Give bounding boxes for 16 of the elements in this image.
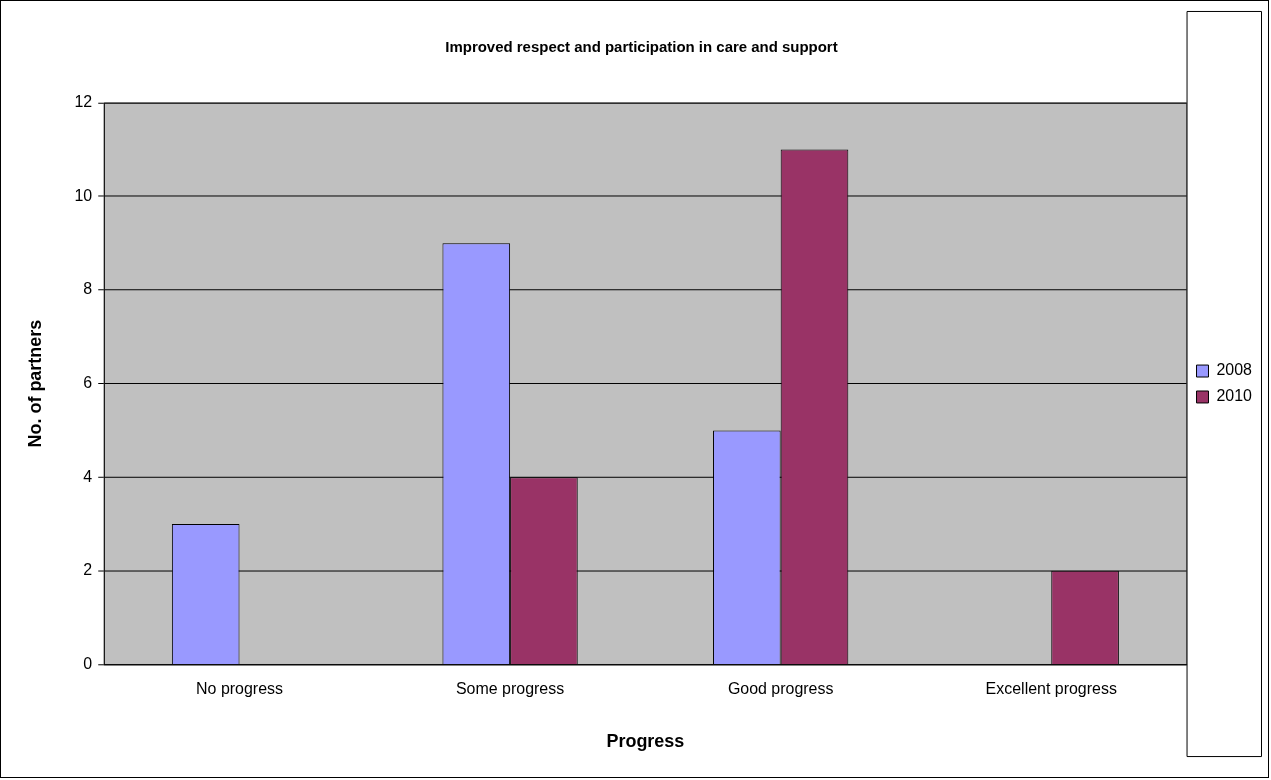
y-tick-label: 12 <box>74 93 93 111</box>
x-axis-title: Progress <box>606 731 685 752</box>
x-tick-label: Good progress <box>727 680 834 698</box>
x-tick-label: Excellent progress <box>985 680 1117 698</box>
chart-title: Improved respect and participation in care and support <box>445 38 838 56</box>
y-tick-label: 4 <box>83 467 93 485</box>
y-tick-label: 6 <box>83 374 93 392</box>
y-tick-label: 2 <box>83 561 93 579</box>
x-tick-label: No progress <box>196 680 284 698</box>
legend-label: 2010 <box>1216 387 1253 405</box>
y-tick-label: 10 <box>74 186 93 204</box>
y-tick-label: 0 <box>83 654 93 672</box>
y-tick-label: 8 <box>83 280 93 298</box>
legend-label: 2008 <box>1216 361 1253 379</box>
y-axis-title: No. of partners <box>24 319 45 448</box>
x-tick-label: Some progress <box>455 680 565 698</box>
